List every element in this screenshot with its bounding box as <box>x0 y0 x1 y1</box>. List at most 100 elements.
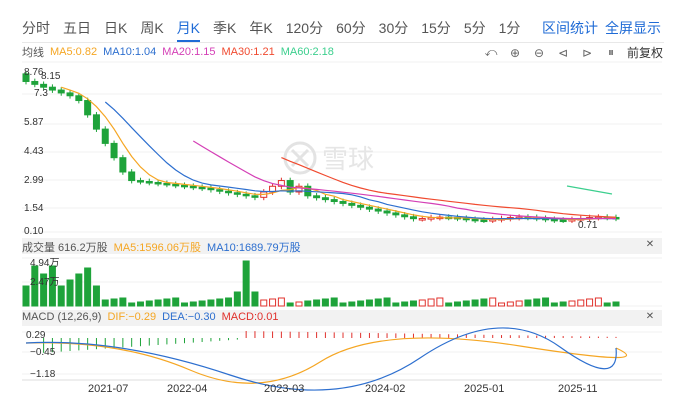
candle-body <box>84 100 92 116</box>
range-stats-link[interactable]: 区间统计 <box>542 20 598 36</box>
pause-icon[interactable]: ⏸ <box>607 45 614 59</box>
dif-label: DIF:−0.29 <box>107 311 157 323</box>
volume-bar <box>313 299 321 307</box>
volume-bar <box>189 301 197 307</box>
vol-ma10-label: MA10:1689.79万股 <box>207 242 301 254</box>
date-label-4: 2025-01 <box>464 383 504 395</box>
volume-bar <box>207 299 215 307</box>
volume-bar <box>277 297 285 307</box>
volume-bar <box>392 302 400 307</box>
tab-5[interactable]: 季K <box>213 20 237 36</box>
price-label-1: 8.15 <box>41 71 61 82</box>
volume-bar <box>136 301 144 307</box>
volume-bar <box>128 302 136 307</box>
price-label-4: 4.43 <box>24 146 44 157</box>
candle-body <box>110 142 118 159</box>
volume-bar <box>348 301 356 307</box>
volume-bar <box>172 297 180 307</box>
volume-bar <box>163 298 171 307</box>
ma-legend: 均线 MA5:0.82 MA10:1.04 MA20:1.15 MA30:1.2… <box>22 44 340 60</box>
volume-bar <box>286 302 294 307</box>
candle-body <box>480 219 488 223</box>
zoom-in-icon[interactable]: ⊕ <box>509 45 521 60</box>
candle-body <box>31 80 39 85</box>
scroll-right-icon[interactable]: ⊳ <box>581 45 593 60</box>
volume-bar <box>84 267 92 307</box>
tab-9[interactable]: 30分 <box>378 20 409 36</box>
tab-11[interactable]: 5分 <box>463 20 486 36</box>
volume-bar <box>480 298 488 307</box>
volume-bar <box>216 298 224 307</box>
candle-body <box>101 128 109 144</box>
volume-bar <box>418 299 426 307</box>
price-label-8: 0.71 <box>578 220 598 231</box>
zoom-out-icon[interactable]: ⊖ <box>533 45 545 60</box>
fullscreen-link[interactable]: 全屏显示 <box>605 20 661 36</box>
tab-0[interactable]: 分时 <box>22 20 50 36</box>
ma30-label: MA30:1.21 <box>221 46 275 58</box>
close-macd-icon[interactable]: ✕ <box>645 311 655 322</box>
volume-bar <box>401 301 409 307</box>
candle-body <box>242 193 250 197</box>
volume-bar <box>533 298 541 307</box>
volume-bar <box>66 279 74 307</box>
volume-bar <box>612 301 620 307</box>
volume-bar <box>57 285 65 307</box>
volume-bar <box>40 273 48 307</box>
volume-bar <box>515 300 523 307</box>
volume-bar <box>233 291 241 307</box>
candle-body <box>383 210 391 214</box>
tab-1[interactable]: 五日 <box>63 20 91 36</box>
ma60-line <box>566 185 613 195</box>
volume-bar <box>145 300 153 307</box>
volume-bar <box>251 291 259 307</box>
volume-bar <box>453 301 461 307</box>
volume-bar <box>374 298 382 307</box>
candle-body <box>313 195 321 199</box>
volume-bar <box>181 302 189 307</box>
tab-2[interactable]: 日K <box>104 20 128 36</box>
price-adjust-toggle[interactable]: 前复权 <box>626 46 663 60</box>
volume-bar <box>101 299 109 307</box>
tab-7[interactable]: 120分 <box>285 20 324 36</box>
candle-body <box>559 219 567 223</box>
ma-line <box>104 101 617 220</box>
candle-body <box>233 192 241 195</box>
tab-8[interactable]: 60分 <box>336 20 366 36</box>
close-volume-icon[interactable]: ✕ <box>645 239 655 250</box>
tab-12[interactable]: 1分 <box>498 20 521 36</box>
candle-body <box>357 204 365 208</box>
volume-bar <box>568 300 576 307</box>
ma-legend-title: 均线 <box>22 47 44 59</box>
candle-body <box>22 73 30 82</box>
candle-body <box>225 190 233 194</box>
date-label-3: 2024-02 <box>365 383 405 395</box>
candle-body <box>181 184 189 188</box>
volume-label-1: 2.47万 <box>30 277 59 288</box>
period-tabs: 分时 五日 日K 周K 月K 季K 年K 120分 60分 30分 15分 5分 1分 <box>22 14 662 42</box>
tab-3[interactable]: 周K <box>140 20 164 36</box>
scroll-left-icon[interactable]: ⊲ <box>557 45 569 60</box>
volume-label-0: 4.94万 <box>30 258 59 269</box>
candle-body <box>409 216 417 220</box>
tab-10[interactable]: 15分 <box>421 20 451 36</box>
volume-bar <box>586 298 594 307</box>
price-label-0: 8.76 <box>24 67 44 78</box>
volume-bar <box>48 265 56 307</box>
candle-body <box>40 83 48 88</box>
volume-bar <box>119 297 127 307</box>
macd-label-1: −0.45 <box>30 347 56 358</box>
candle-body <box>136 180 144 183</box>
vol-ma5-label: MA5:1596.06万股 <box>113 242 202 254</box>
price-label-2: 7.3 <box>34 88 48 99</box>
tab-6[interactable]: 年K <box>249 20 273 36</box>
volume-bar <box>603 302 611 307</box>
tab-4[interactable]: 月K <box>176 14 201 42</box>
volume-bar <box>550 302 558 307</box>
candle-body <box>339 201 347 204</box>
candle-body <box>189 185 197 189</box>
candle-body <box>198 186 206 190</box>
undo-icon[interactable]: ⤺ <box>484 45 498 59</box>
candle-body <box>66 92 74 97</box>
